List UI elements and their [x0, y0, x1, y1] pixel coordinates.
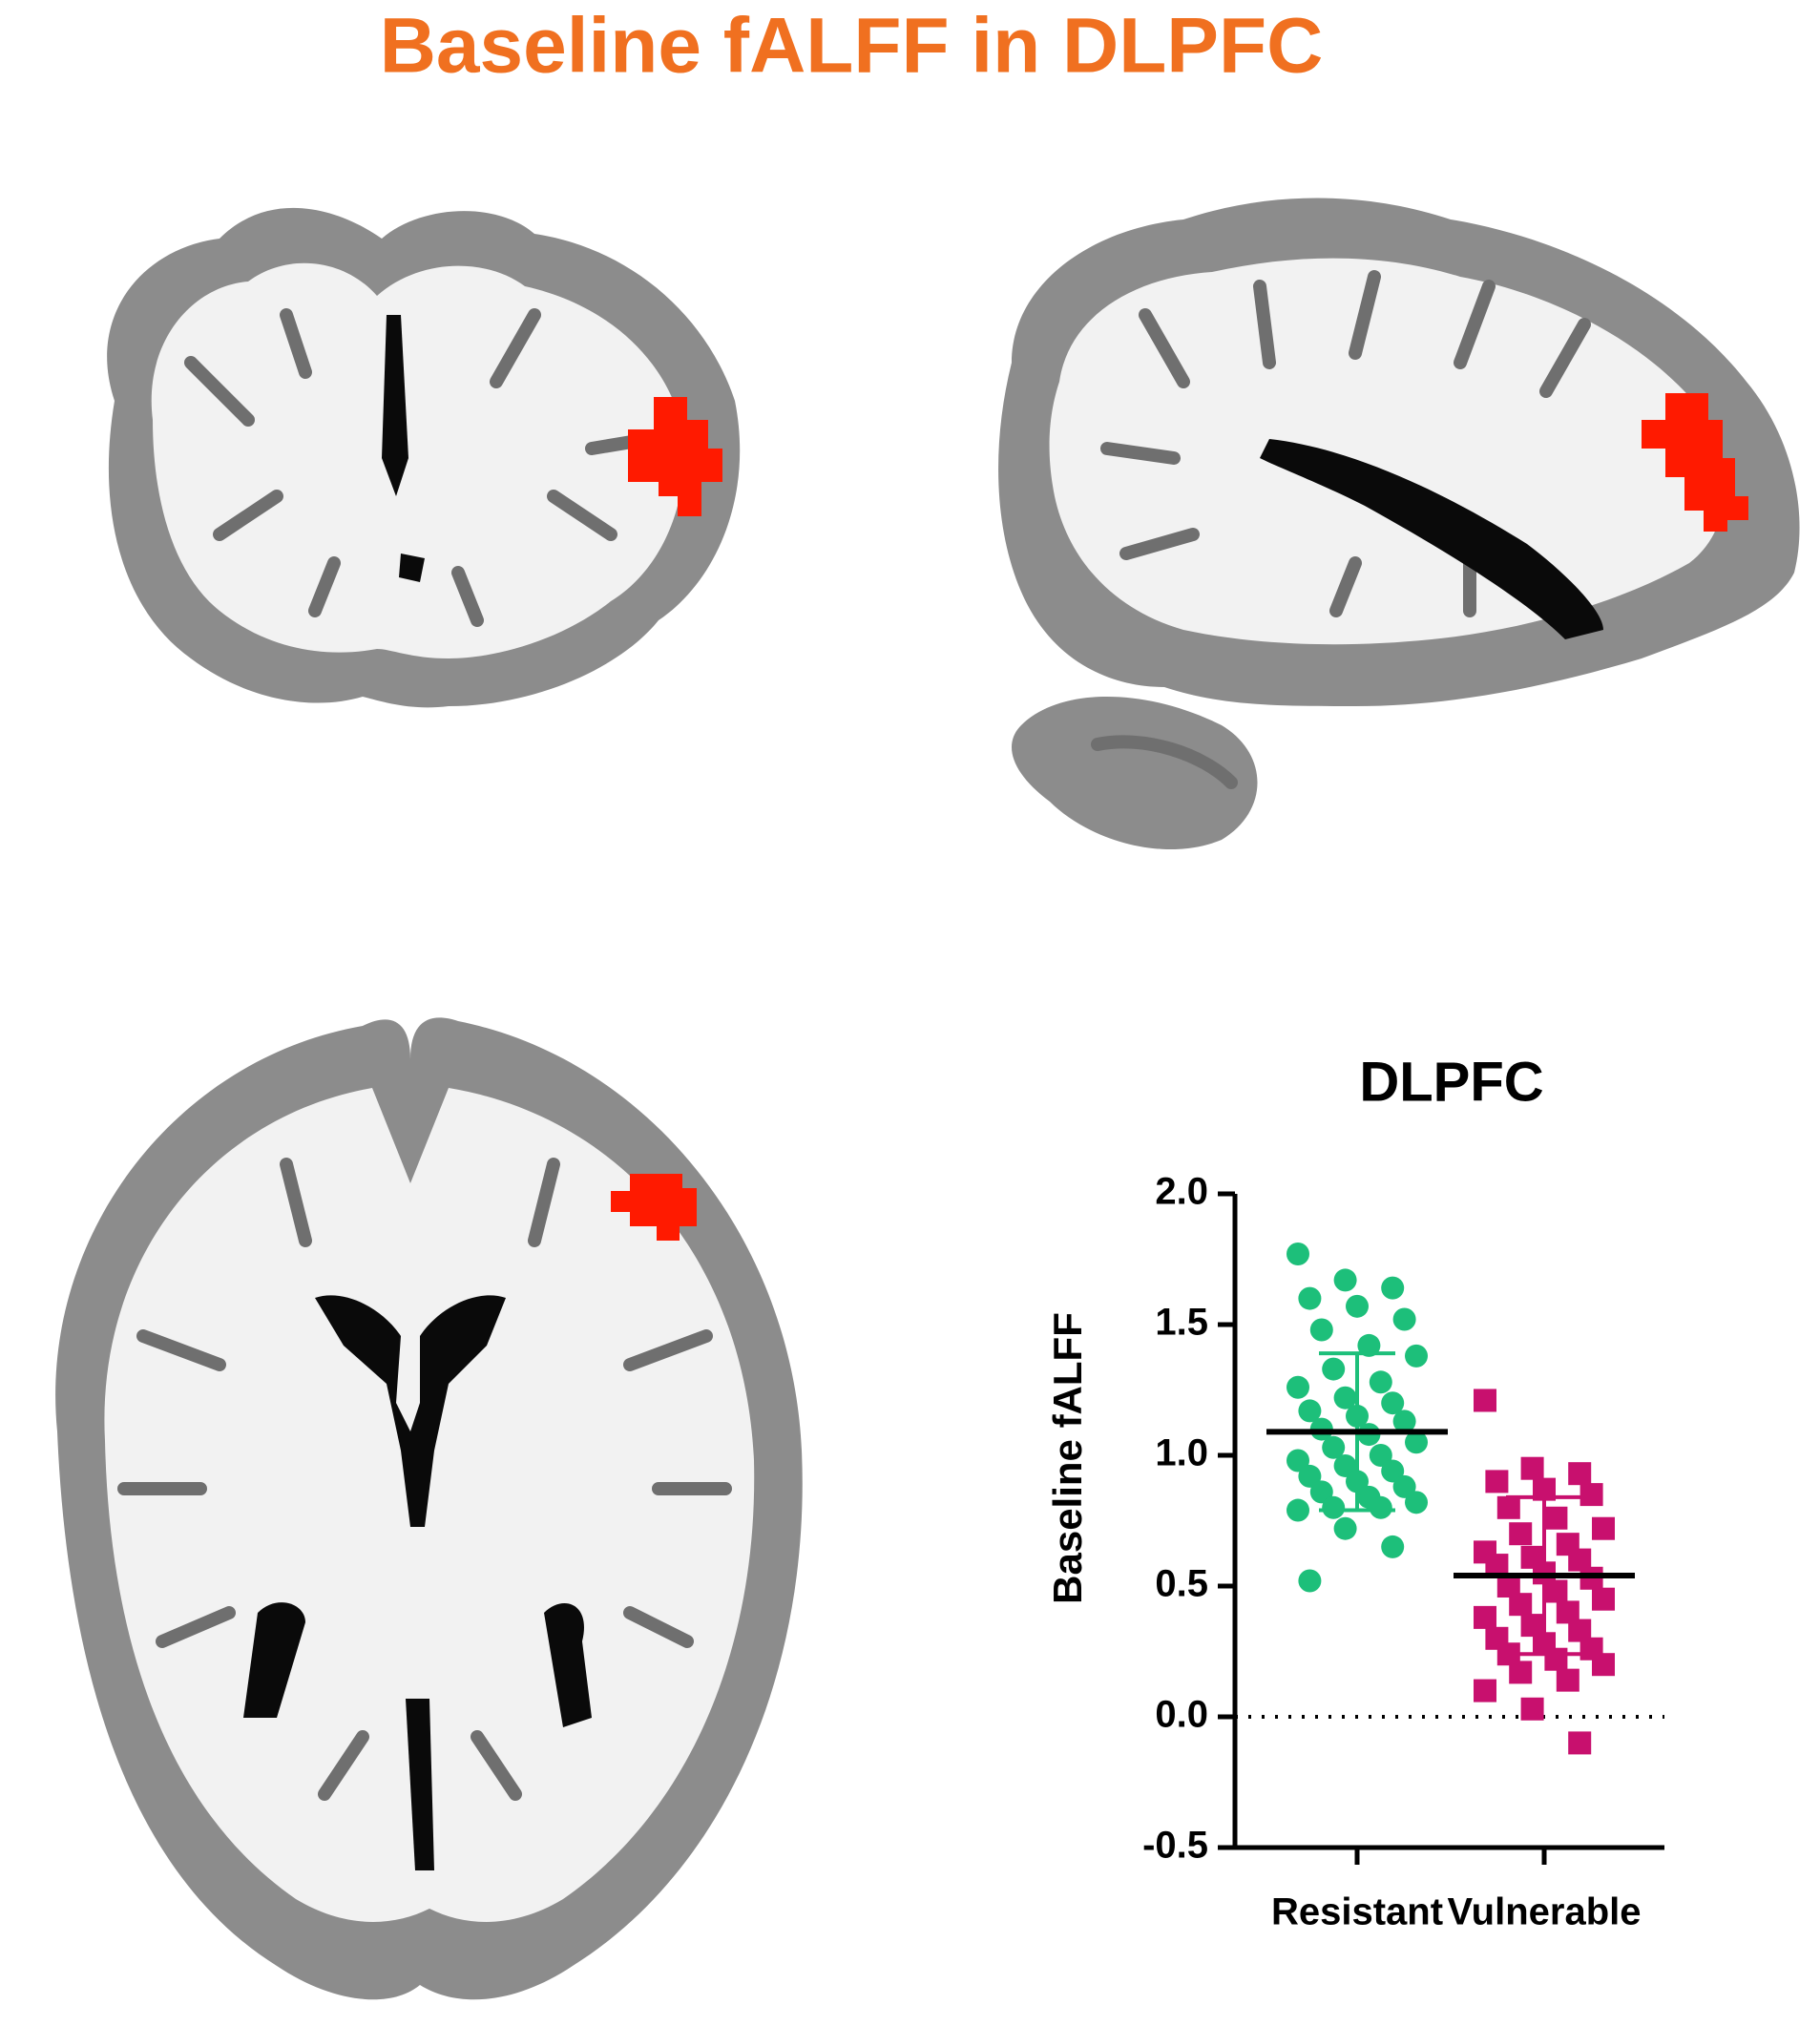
point	[1381, 1459, 1405, 1483]
point	[1287, 1498, 1309, 1522]
point	[1298, 1399, 1322, 1423]
point	[1556, 1668, 1579, 1692]
point	[1474, 1389, 1496, 1412]
point	[1485, 1470, 1509, 1493]
point	[1392, 1410, 1416, 1433]
point	[1357, 1333, 1381, 1357]
point	[1544, 1647, 1568, 1671]
x-tick-label: Vulnerable	[1447, 1891, 1641, 1933]
point	[1322, 1357, 1346, 1381]
point	[1520, 1697, 1544, 1721]
point	[1309, 1318, 1333, 1342]
point	[1592, 1653, 1615, 1677]
point	[1346, 1294, 1369, 1318]
point	[1322, 1435, 1346, 1459]
point	[1544, 1506, 1568, 1530]
point	[1369, 1495, 1392, 1519]
coronal-brain	[107, 207, 741, 708]
point	[1381, 1276, 1405, 1300]
point	[1333, 1268, 1357, 1292]
point	[1287, 1243, 1309, 1266]
point	[1369, 1444, 1392, 1467]
point	[1509, 1660, 1533, 1684]
point	[1333, 1386, 1357, 1410]
y-tick-label: 0.5	[1155, 1563, 1208, 1605]
point	[1381, 1391, 1405, 1415]
y-tick-label: 0.0	[1155, 1694, 1208, 1736]
point	[1509, 1593, 1533, 1617]
point	[1298, 1286, 1322, 1310]
y-tick-label: 2.0	[1155, 1171, 1208, 1213]
point	[1381, 1535, 1405, 1558]
y-tick-label: 1.0	[1155, 1432, 1208, 1474]
point	[1474, 1679, 1496, 1702]
point	[1287, 1375, 1309, 1399]
point	[1298, 1464, 1322, 1488]
point	[1405, 1491, 1428, 1514]
point	[1333, 1453, 1357, 1477]
y-tick-label: 1.5	[1155, 1302, 1208, 1344]
y-tick-label: -0.5	[1142, 1825, 1208, 1867]
point	[1369, 1370, 1392, 1394]
sagittal-brain	[998, 198, 1800, 850]
point	[1405, 1344, 1428, 1368]
point	[1568, 1731, 1592, 1755]
point	[1544, 1579, 1568, 1603]
point	[1392, 1474, 1416, 1498]
point	[1579, 1483, 1603, 1507]
chart-title: DLPFC	[1359, 1051, 1543, 1113]
figure-title: Baseline fALFF in DLPFC	[380, 3, 1324, 90]
point	[1405, 1431, 1428, 1454]
point	[1322, 1495, 1346, 1519]
point	[1298, 1569, 1322, 1593]
axial-brain	[55, 1017, 803, 2000]
point	[1520, 1456, 1544, 1480]
point	[1392, 1307, 1416, 1331]
point	[1287, 1449, 1309, 1473]
x-tick-label: Resistant	[1271, 1891, 1443, 1933]
point	[1509, 1522, 1533, 1546]
point	[1568, 1462, 1592, 1486]
point	[1333, 1516, 1357, 1540]
point	[1592, 1516, 1615, 1540]
y-axis-label: Baseline fALFF	[1045, 1312, 1090, 1604]
point	[1474, 1605, 1496, 1629]
point	[1592, 1587, 1615, 1611]
point	[1309, 1480, 1333, 1504]
point	[1496, 1495, 1520, 1519]
